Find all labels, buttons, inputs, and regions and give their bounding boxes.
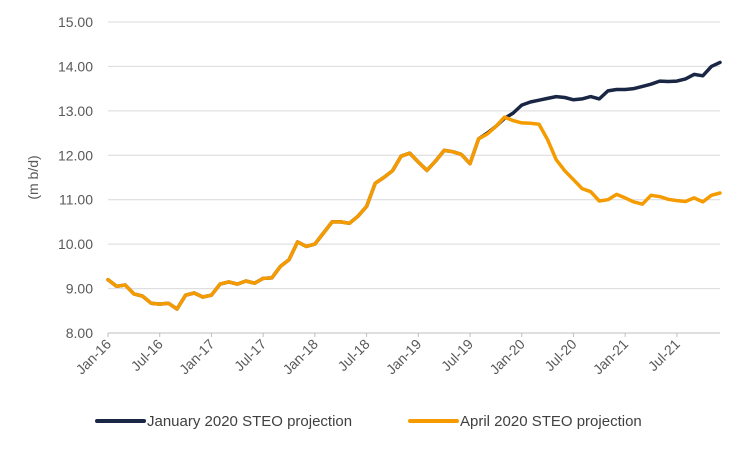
x-tick-label: Jul-19 xyxy=(438,336,476,374)
gridlines xyxy=(108,21,720,290)
y-tick-label: 9.00 xyxy=(66,281,93,297)
x-tick-labels: Jan-16 Jul-16 Jan-17 Jul-17 Jan-18 Jul-18 Jan-… xyxy=(73,333,683,378)
series-line-january-2020 xyxy=(106,60,722,311)
x-tick-label: Jan-18 xyxy=(279,336,321,378)
legend-label: January 2020 STEO projection xyxy=(147,413,352,430)
x-tick-label: Jul-16 xyxy=(128,336,166,374)
series-lines xyxy=(106,60,722,311)
y-tick-label: 13.00 xyxy=(58,103,93,119)
legend: January 2020 STEO projection April 2020 S… xyxy=(95,413,642,430)
y-tick-label: 10.00 xyxy=(58,236,93,252)
x-tick-label: Jul-18 xyxy=(334,336,372,374)
y-tick-label: 14.00 xyxy=(58,58,93,74)
y-tick-label: 11.00 xyxy=(59,192,93,208)
x-tick-label: Jan-16 xyxy=(73,336,115,378)
y-tick-label: 8.00 xyxy=(66,325,93,341)
x-tick-label: Jul-20 xyxy=(541,336,579,374)
series-line-april-2020 xyxy=(106,115,722,311)
y-axis-title: (m b/d) xyxy=(25,155,41,199)
x-tick-label: Jul-21 xyxy=(645,336,683,374)
x-tick-label: Jan-21 xyxy=(590,336,632,378)
x-tick-label: Jan-19 xyxy=(383,336,425,378)
y-tick-label: 15.00 xyxy=(58,14,93,30)
x-tick-label: Jan-20 xyxy=(486,336,528,378)
y-axis: 8.00 9.00 10.00 11.00 12.00 13.00 14.00 15.00 xyxy=(58,14,93,341)
y-tick-label: 12.00 xyxy=(58,147,93,163)
x-tick-label: Jul-17 xyxy=(231,336,269,374)
legend-label: April 2020 STEO projection xyxy=(460,413,642,430)
x-tick-label: Jan-17 xyxy=(176,336,218,378)
